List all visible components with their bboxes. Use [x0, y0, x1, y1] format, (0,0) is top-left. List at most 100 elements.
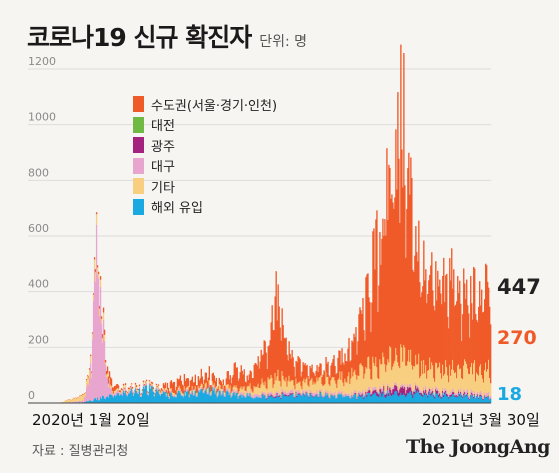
bar-segment	[441, 395, 443, 398]
bar-segment	[113, 394, 116, 403]
bar-segment	[199, 386, 202, 390]
bar-segment	[277, 392, 279, 396]
bar-segment	[369, 368, 371, 387]
bar-segment	[294, 395, 296, 397]
bar-segment	[420, 376, 422, 391]
y-tick-label: 1000	[28, 111, 56, 124]
bar-segment	[307, 385, 309, 394]
bar-segment	[378, 394, 380, 398]
bar-segment	[171, 395, 174, 403]
bar-segment	[294, 389, 296, 396]
bar-segment	[227, 388, 229, 392]
bar-segment	[304, 363, 306, 383]
bar-segment	[330, 391, 332, 395]
bar-segment	[190, 394, 193, 403]
bar-segment	[335, 374, 337, 384]
bar-segment	[221, 389, 223, 392]
bar-segment	[453, 269, 455, 371]
bar-segment	[178, 390, 181, 403]
bar-segment	[474, 268, 476, 361]
bar-segment	[340, 364, 342, 381]
bar-segment	[342, 397, 344, 403]
bar-segment	[421, 395, 423, 403]
bar-segment	[358, 393, 360, 395]
bar-segment	[293, 366, 295, 386]
bar-segment	[88, 378, 91, 401]
bar-segment	[119, 394, 122, 403]
bar-segment	[392, 366, 394, 388]
bar-segment	[63, 401, 66, 403]
bar-segment	[357, 396, 359, 397]
bar-segment	[211, 386, 213, 403]
bar-segment	[442, 388, 444, 391]
bar-segment	[350, 398, 352, 403]
bar-segment	[419, 394, 421, 403]
bar-segment	[130, 384, 133, 386]
bar-segment	[96, 397, 99, 403]
x-end-label: 2021년 3월 30일	[422, 411, 540, 429]
bar-segment	[403, 393, 405, 403]
bar-segment	[246, 390, 248, 393]
bar-segment	[387, 386, 389, 391]
bar-segment	[283, 379, 285, 393]
bar-segment	[272, 394, 274, 397]
bar-segment	[226, 371, 228, 385]
bar-segment	[458, 388, 460, 392]
bar-segment	[466, 395, 468, 403]
bar-segment	[469, 396, 471, 399]
bar-segment	[406, 389, 408, 396]
bar-segment	[459, 394, 461, 397]
bar-segment	[180, 395, 183, 403]
bar-segment	[448, 394, 450, 397]
bar-segment	[174, 390, 177, 395]
bar-segment	[217, 393, 219, 396]
joongang-logo: The JoongAng	[406, 436, 550, 458]
bar-segment	[449, 258, 451, 366]
bar-segment	[232, 375, 234, 388]
bar-segment	[405, 397, 407, 403]
bar-segment	[395, 129, 397, 348]
bar-segment	[414, 255, 416, 367]
bar-segment	[111, 390, 114, 393]
bar-segment	[90, 401, 93, 403]
bar-segment	[253, 364, 255, 386]
bar-segment	[353, 371, 355, 392]
bar-segment	[333, 393, 335, 397]
bar-segment	[428, 394, 430, 403]
bar-segment	[336, 395, 338, 398]
bar-segment	[355, 393, 357, 395]
bar-segment	[273, 330, 275, 385]
bar-segment	[401, 149, 403, 348]
bar-segment	[76, 401, 79, 403]
bar-segment	[435, 386, 437, 390]
bar-segment	[444, 388, 446, 392]
bar-segment	[320, 392, 322, 403]
bar-segment	[207, 377, 209, 388]
bar-segment	[475, 396, 477, 399]
bar-segment	[60, 402, 63, 403]
bar-segment	[129, 388, 132, 392]
bar-segment	[378, 285, 380, 380]
bar-segment	[443, 375, 445, 392]
bar-segment	[332, 359, 334, 377]
bar-segment	[394, 391, 396, 403]
bar-segment	[299, 394, 301, 403]
bar-segment	[485, 397, 487, 399]
bar-segment	[336, 398, 338, 403]
bar-segment	[146, 394, 149, 403]
bar-segment	[290, 380, 292, 391]
bar-segment	[256, 396, 258, 403]
bar-segment	[297, 390, 299, 394]
bar-segment	[231, 395, 233, 403]
bar-segment	[255, 393, 257, 397]
bar-segment	[336, 373, 338, 389]
bar-segment	[442, 275, 444, 365]
bar-segment	[373, 362, 375, 388]
bar-segment	[301, 389, 303, 394]
bar-segment	[75, 401, 78, 403]
bar-segment	[305, 365, 307, 380]
bar-segment	[379, 386, 381, 390]
bar-segment	[110, 388, 113, 395]
bar-segment	[133, 390, 136, 392]
bar-segment	[268, 345, 270, 380]
